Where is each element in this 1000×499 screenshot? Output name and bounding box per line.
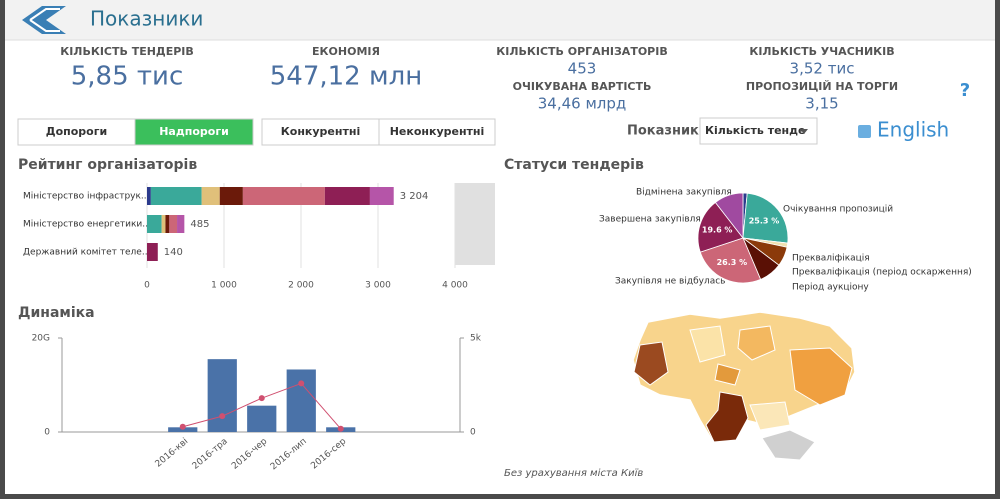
slice-label: Період аукціону (792, 283, 869, 293)
map (632, 311, 856, 461)
indicator-dropdown[interactable] (699, 117, 818, 145)
slice-label: Закупівля не відбулась (615, 277, 725, 287)
bar-segment (147, 243, 158, 261)
bar (247, 405, 277, 432)
bar-segment (219, 187, 243, 205)
pie-slice (714, 192, 744, 240)
y2-tick-label: 5k (470, 334, 482, 344)
bar-segment (242, 187, 325, 205)
x-tick-label: 3 000 (365, 281, 391, 291)
filter-button-label: Надпороги (159, 125, 229, 138)
chart-title: Рейтинг організаторів (18, 157, 197, 173)
category-label: Міністерство енергетики... (23, 220, 151, 230)
filter-button[interactable] (378, 118, 496, 146)
bar-segment (324, 187, 370, 205)
y-tick-label: 20G (32, 334, 50, 344)
language-icon[interactable] (858, 125, 871, 138)
bar-segment (165, 215, 170, 233)
bar-segment (369, 187, 394, 205)
pie-slice (742, 192, 789, 244)
line-point (219, 413, 226, 420)
map-note: Без урахування міста Київ (504, 467, 643, 479)
kpi-label: ПРОПОЗИЦІЙ НА ТОРГИ (746, 80, 898, 93)
indicator-label: Показник (627, 124, 699, 139)
slice-value-label: 26.3 % (717, 258, 748, 267)
line-point (179, 423, 186, 430)
x-tick-label: 1 000 (211, 281, 237, 291)
dropdown-arrow (800, 129, 808, 134)
filter-button[interactable] (17, 118, 136, 146)
kpi-value: 3,15 (805, 95, 838, 113)
help-button[interactable]: ? (960, 80, 970, 101)
total-label: 3 204 (400, 191, 429, 202)
slice-label: Завершена закупівля (599, 215, 701, 225)
kpi-value: 34,46 млрд (538, 95, 627, 113)
chart-title: Статуси тендерів (504, 157, 644, 173)
bar-segment (161, 215, 166, 233)
filter-button[interactable] (134, 118, 254, 146)
category-label: Міністерство інфраструк... (23, 192, 150, 202)
filter-button-label: Неконкурентні (390, 125, 485, 138)
bar-segment (150, 187, 202, 205)
slice-value-label: 19.6 % (702, 226, 733, 235)
kpi-value: 453 (568, 60, 597, 78)
kpi-label: ОЧІКУВАНА ВАРТІСТЬ (513, 80, 652, 93)
header-bar (5, 0, 995, 40)
bar (286, 369, 316, 432)
bar-segment (169, 215, 178, 233)
slice-label: Відмінена закупівля (636, 188, 732, 198)
scrollbar[interactable] (455, 183, 495, 265)
kpi-label: ЕКОНОМІЯ (312, 45, 380, 58)
kpi-label: КІЛЬКІСТЬ ОРГАНІЗАТОРІВ (496, 45, 667, 58)
slice-label: Прекваліфікація (період оскарження) (792, 268, 972, 278)
line-point (337, 425, 344, 432)
filter-button[interactable] (261, 118, 380, 146)
bar-segment (147, 187, 151, 205)
canvas (5, 0, 995, 494)
x-tick-label: 0 (144, 281, 150, 291)
y2-tick-label: 0 (470, 428, 476, 438)
line-point (258, 395, 265, 402)
filter-button-label: Конкурентні (281, 125, 360, 138)
y-tick-label: 0 (44, 428, 50, 438)
kpi-value: 547,12 млн (270, 62, 422, 92)
bar-segment (147, 215, 162, 233)
bar-segment (201, 187, 220, 205)
x-tick-label: 4 000 (442, 281, 468, 291)
kpi-label: КІЛЬКІСТЬ УЧАСНИКІВ (749, 45, 894, 58)
slice-label: Прекваліфікація (792, 254, 870, 264)
bar-segment (177, 215, 185, 233)
filter-button-label: Допороги (46, 125, 107, 138)
logo (22, 6, 66, 34)
language-link[interactable]: English (877, 118, 949, 142)
line-point (298, 380, 305, 387)
pie-slice (699, 237, 762, 284)
kpi-value: 3,52 тис (790, 60, 855, 78)
total-label: 485 (190, 219, 209, 230)
indicator-value: Кількість тенде (705, 124, 805, 137)
slice-label: Очікування пропозицій (783, 205, 893, 215)
kpi-value: 5,85 тис (71, 62, 184, 92)
slice-value-label: 25.3 % (749, 216, 780, 225)
chart-title: Динаміка (18, 305, 95, 321)
category-label: Державний комітет теле... (23, 248, 150, 258)
x-tick-label: 2 000 (288, 281, 314, 291)
bar (207, 359, 237, 432)
page-title: Показники (90, 7, 203, 31)
pie-slice (697, 201, 744, 253)
kpi-label: КІЛЬКІСТЬ ТЕНДЕРІВ (60, 45, 194, 58)
total-label: 140 (164, 247, 183, 258)
